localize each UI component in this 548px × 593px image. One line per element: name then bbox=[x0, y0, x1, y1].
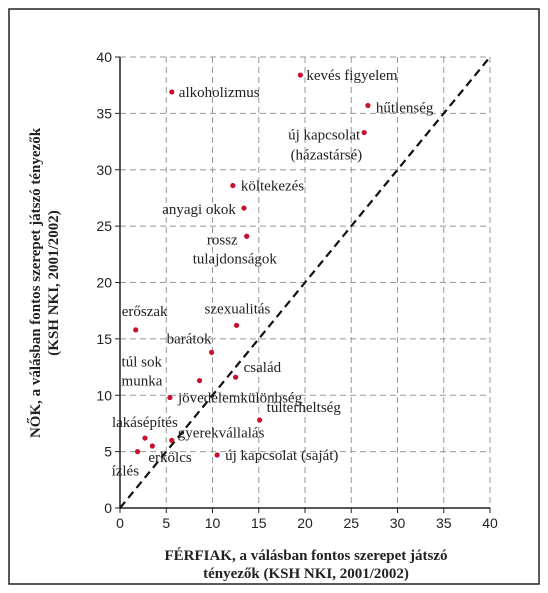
x-tick-label: 15 bbox=[251, 515, 267, 531]
x-tick-label: 40 bbox=[482, 515, 498, 531]
point-label: új kapcsolat (saját) bbox=[225, 448, 338, 464]
point-label: szexualitás bbox=[205, 301, 271, 317]
y-tick-label: 25 bbox=[96, 218, 112, 234]
point bbox=[169, 437, 175, 443]
y-tick-label: 40 bbox=[96, 49, 112, 65]
y-tick-label: 10 bbox=[96, 387, 112, 403]
point-label: (házastársé) bbox=[291, 148, 363, 164]
point bbox=[230, 182, 236, 189]
x-tick-label: 10 bbox=[205, 515, 221, 531]
y-axis-label: (KSH NKI, 2001/2002) bbox=[46, 210, 62, 355]
point bbox=[233, 322, 240, 328]
point-label: túlterheltség bbox=[267, 400, 342, 416]
y-tick-label: 15 bbox=[96, 331, 112, 347]
point-label: jövedelemkülönbség bbox=[177, 391, 303, 407]
point-label: munka bbox=[122, 374, 163, 390]
point-label: anyagi okok bbox=[162, 202, 236, 218]
x-tick-label: 35 bbox=[436, 515, 452, 531]
point-label: túl sok bbox=[122, 355, 163, 371]
y-tick-label: 5 bbox=[104, 444, 112, 460]
point-label: rossz bbox=[207, 232, 238, 248]
point-label: lakásépítés bbox=[112, 415, 178, 431]
point bbox=[244, 233, 250, 239]
x-tick-label: 0 bbox=[116, 515, 124, 531]
diagonal bbox=[119, 56, 491, 509]
point bbox=[365, 102, 371, 109]
x-axis-label: tényezők (KSH NKI, 2001/2002) bbox=[203, 566, 409, 582]
point bbox=[169, 89, 175, 95]
point bbox=[134, 449, 141, 455]
y-tick-label: 30 bbox=[96, 162, 112, 178]
y-tick-label: 35 bbox=[96, 105, 112, 121]
point-label: kevés figyelem bbox=[306, 68, 398, 84]
x-tick-label: 25 bbox=[343, 515, 359, 531]
point bbox=[297, 72, 303, 78]
point-label: barátok bbox=[167, 331, 212, 347]
point bbox=[233, 374, 239, 380]
x-tick-label: 30 bbox=[390, 515, 406, 531]
x-tick-label: 5 bbox=[162, 515, 170, 531]
point bbox=[361, 129, 367, 136]
y-axis-label: NŐK, a válásban fontos szerepet játszó t… bbox=[27, 127, 44, 438]
point bbox=[257, 417, 263, 423]
x-tick-label: 20 bbox=[297, 515, 313, 531]
point-label: tulajdonságok bbox=[193, 251, 278, 267]
point bbox=[241, 205, 247, 211]
y-tick-label: 0 bbox=[104, 500, 112, 516]
point-label: család bbox=[244, 360, 282, 376]
point-label: gyerekvállalás bbox=[178, 425, 265, 441]
point-label: költekezés bbox=[241, 179, 304, 195]
point-label: alkoholizmus bbox=[179, 85, 260, 101]
point bbox=[196, 377, 203, 384]
x-axis-label: FÉRFIAK, a válásban fontos szerepet játs… bbox=[164, 547, 447, 564]
point-label: hűtlenség bbox=[376, 100, 434, 116]
point bbox=[208, 349, 215, 356]
point-label: erőszak bbox=[122, 304, 168, 320]
point bbox=[142, 435, 148, 441]
point bbox=[149, 443, 155, 449]
point-label: erkölcs bbox=[148, 450, 191, 466]
frame bbox=[8, 8, 540, 585]
point bbox=[133, 327, 139, 333]
point bbox=[214, 452, 220, 458]
point bbox=[167, 394, 173, 401]
point-label: új kapcsolat bbox=[288, 128, 361, 144]
y-tick-label: 20 bbox=[96, 275, 112, 291]
point-label: ízlés bbox=[112, 464, 140, 480]
